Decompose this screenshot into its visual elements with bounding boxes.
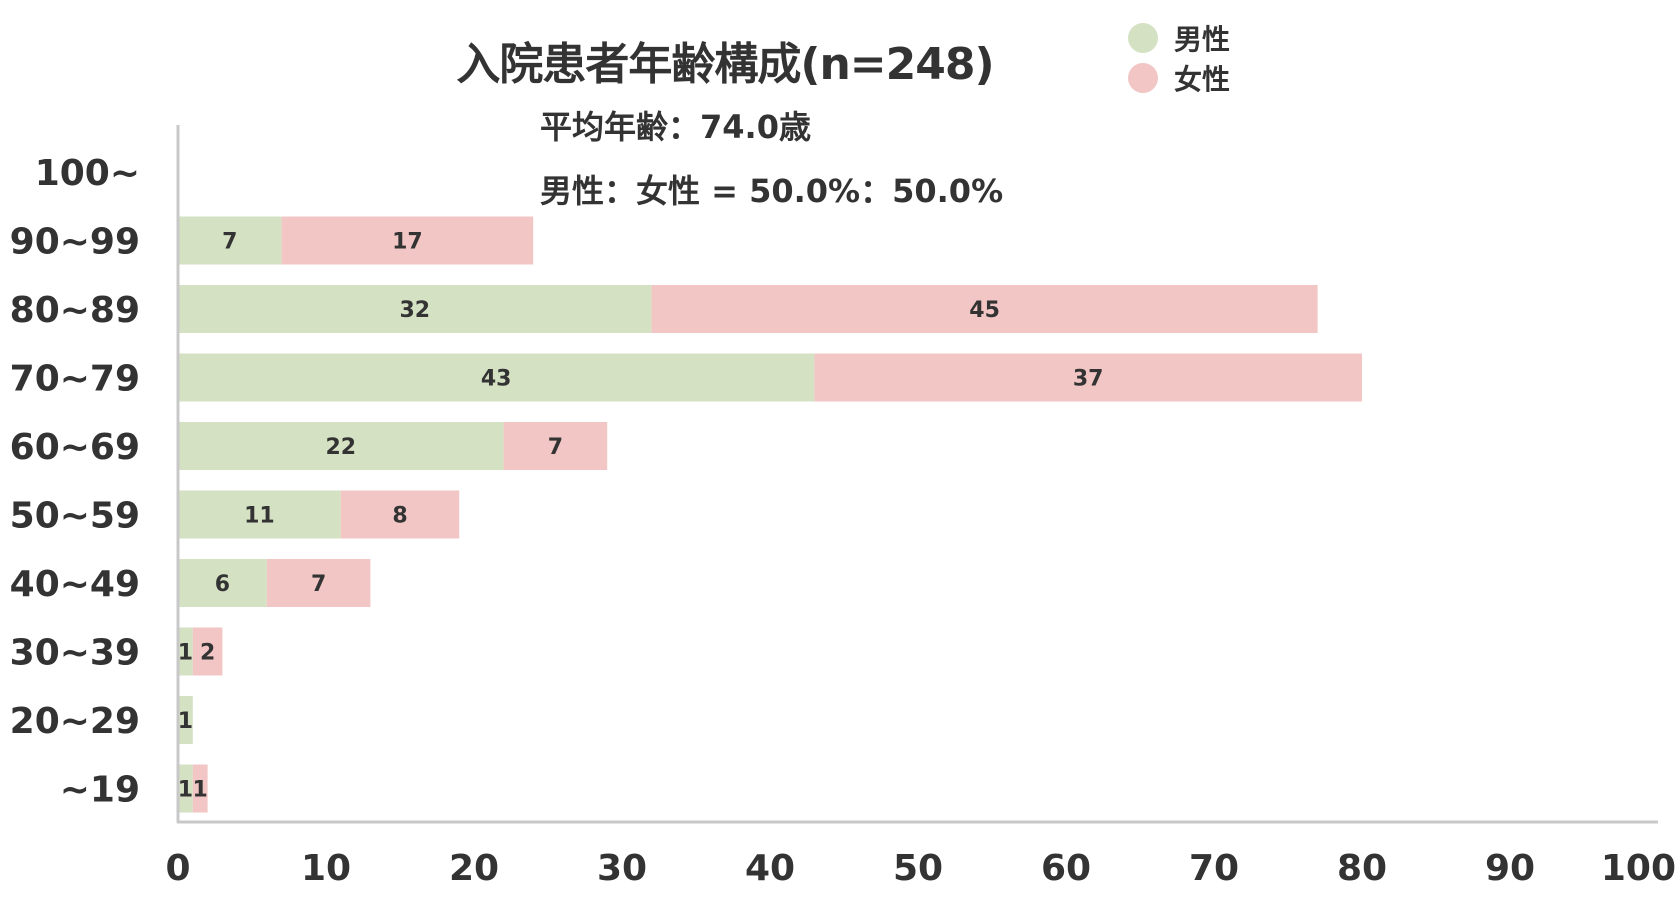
legend-item-male: 男性 (1128, 18, 1230, 58)
y-tick-label-4: 60~69 (10, 427, 140, 468)
x-tick-label-8: 80 (1337, 848, 1387, 889)
x-tick-label-1: 10 (301, 848, 351, 889)
data-label-female-5: 8 (392, 504, 407, 529)
y-tick-label-2: 80~89 (10, 290, 140, 331)
y-tick-label-3: 70~79 (10, 359, 140, 400)
y-tick-label-0: 100~ (35, 153, 140, 194)
x-tick-label-10: 100 (1601, 848, 1676, 889)
x-tick-label-3: 30 (597, 848, 647, 889)
data-label-female-1: 17 (392, 230, 423, 255)
bar-male-7 (178, 627, 193, 676)
y-tick-label-1: 90~99 (10, 222, 140, 263)
y-tick-label-6: 40~49 (10, 564, 140, 605)
y-tick-label-8: 20~29 (10, 701, 140, 742)
bar-female-9 (192, 764, 208, 813)
x-tick-label-6: 60 (1041, 848, 1091, 889)
x-tick-label-5: 50 (893, 848, 943, 889)
bar-female-7 (192, 627, 223, 676)
data-label-male-3: 43 (481, 367, 512, 392)
legend-swatch-female (1128, 63, 1158, 93)
x-tick-label-0: 0 (165, 848, 190, 889)
bar-male-9 (178, 764, 193, 813)
bar-female-3 (814, 353, 1362, 402)
x-tick-label-7: 70 (1189, 848, 1239, 889)
data-label-male-6: 6 (215, 572, 230, 597)
data-label-male-1: 7 (222, 230, 237, 255)
legend-label-female: 女性 (1174, 63, 1231, 96)
bar-female-4 (503, 422, 608, 470)
bar-male-4 (178, 422, 504, 470)
bar-male-2 (178, 285, 652, 333)
legend-swatch-male (1128, 23, 1158, 53)
data-label-male-9: 1 (178, 778, 193, 803)
data-label-male-7: 1 (178, 641, 193, 666)
data-label-male-5: 11 (244, 504, 275, 529)
bar-male-1 (178, 216, 282, 265)
legend-label-male: 男性 (1174, 23, 1231, 56)
data-label-female-2: 45 (969, 298, 1000, 323)
average-age-label: 平均年齢：74.0歳 (540, 108, 811, 146)
bar-female-5 (340, 490, 460, 539)
data-label-female-4: 7 (548, 435, 563, 460)
bar-male-6 (178, 559, 267, 607)
gender-ratio-label: 男性：女性 = 50.0%：50.0% (540, 172, 1004, 210)
bar-male-3 (178, 353, 815, 402)
x-tick-label-4: 40 (745, 848, 795, 889)
bar-female-2 (651, 285, 1318, 333)
bar-female-1 (281, 216, 534, 265)
y-tick-label-9: ~19 (60, 770, 140, 811)
bar-male-8 (178, 696, 193, 744)
chart-legend: 男性 女性 (1128, 18, 1230, 98)
y-tick-label-5: 50~59 (10, 496, 140, 537)
data-label-female-6: 7 (311, 572, 326, 597)
x-tick-label-2: 20 (449, 848, 499, 889)
data-label-male-2: 32 (399, 298, 430, 323)
bar-female-6 (266, 559, 371, 607)
data-label-male-4: 22 (325, 435, 356, 460)
data-label-male-8: 1 (178, 709, 193, 734)
y-tick-label-7: 30~39 (10, 633, 140, 674)
bar-male-5 (178, 490, 341, 539)
chart-title: 入院患者年齢構成(n=248) (456, 39, 994, 90)
legend-item-female: 女性 (1128, 58, 1230, 98)
data-label-female-9: 1 (193, 778, 208, 803)
data-label-female-7: 2 (200, 641, 215, 666)
x-tick-label-9: 90 (1485, 848, 1535, 889)
data-label-female-3: 37 (1073, 367, 1104, 392)
